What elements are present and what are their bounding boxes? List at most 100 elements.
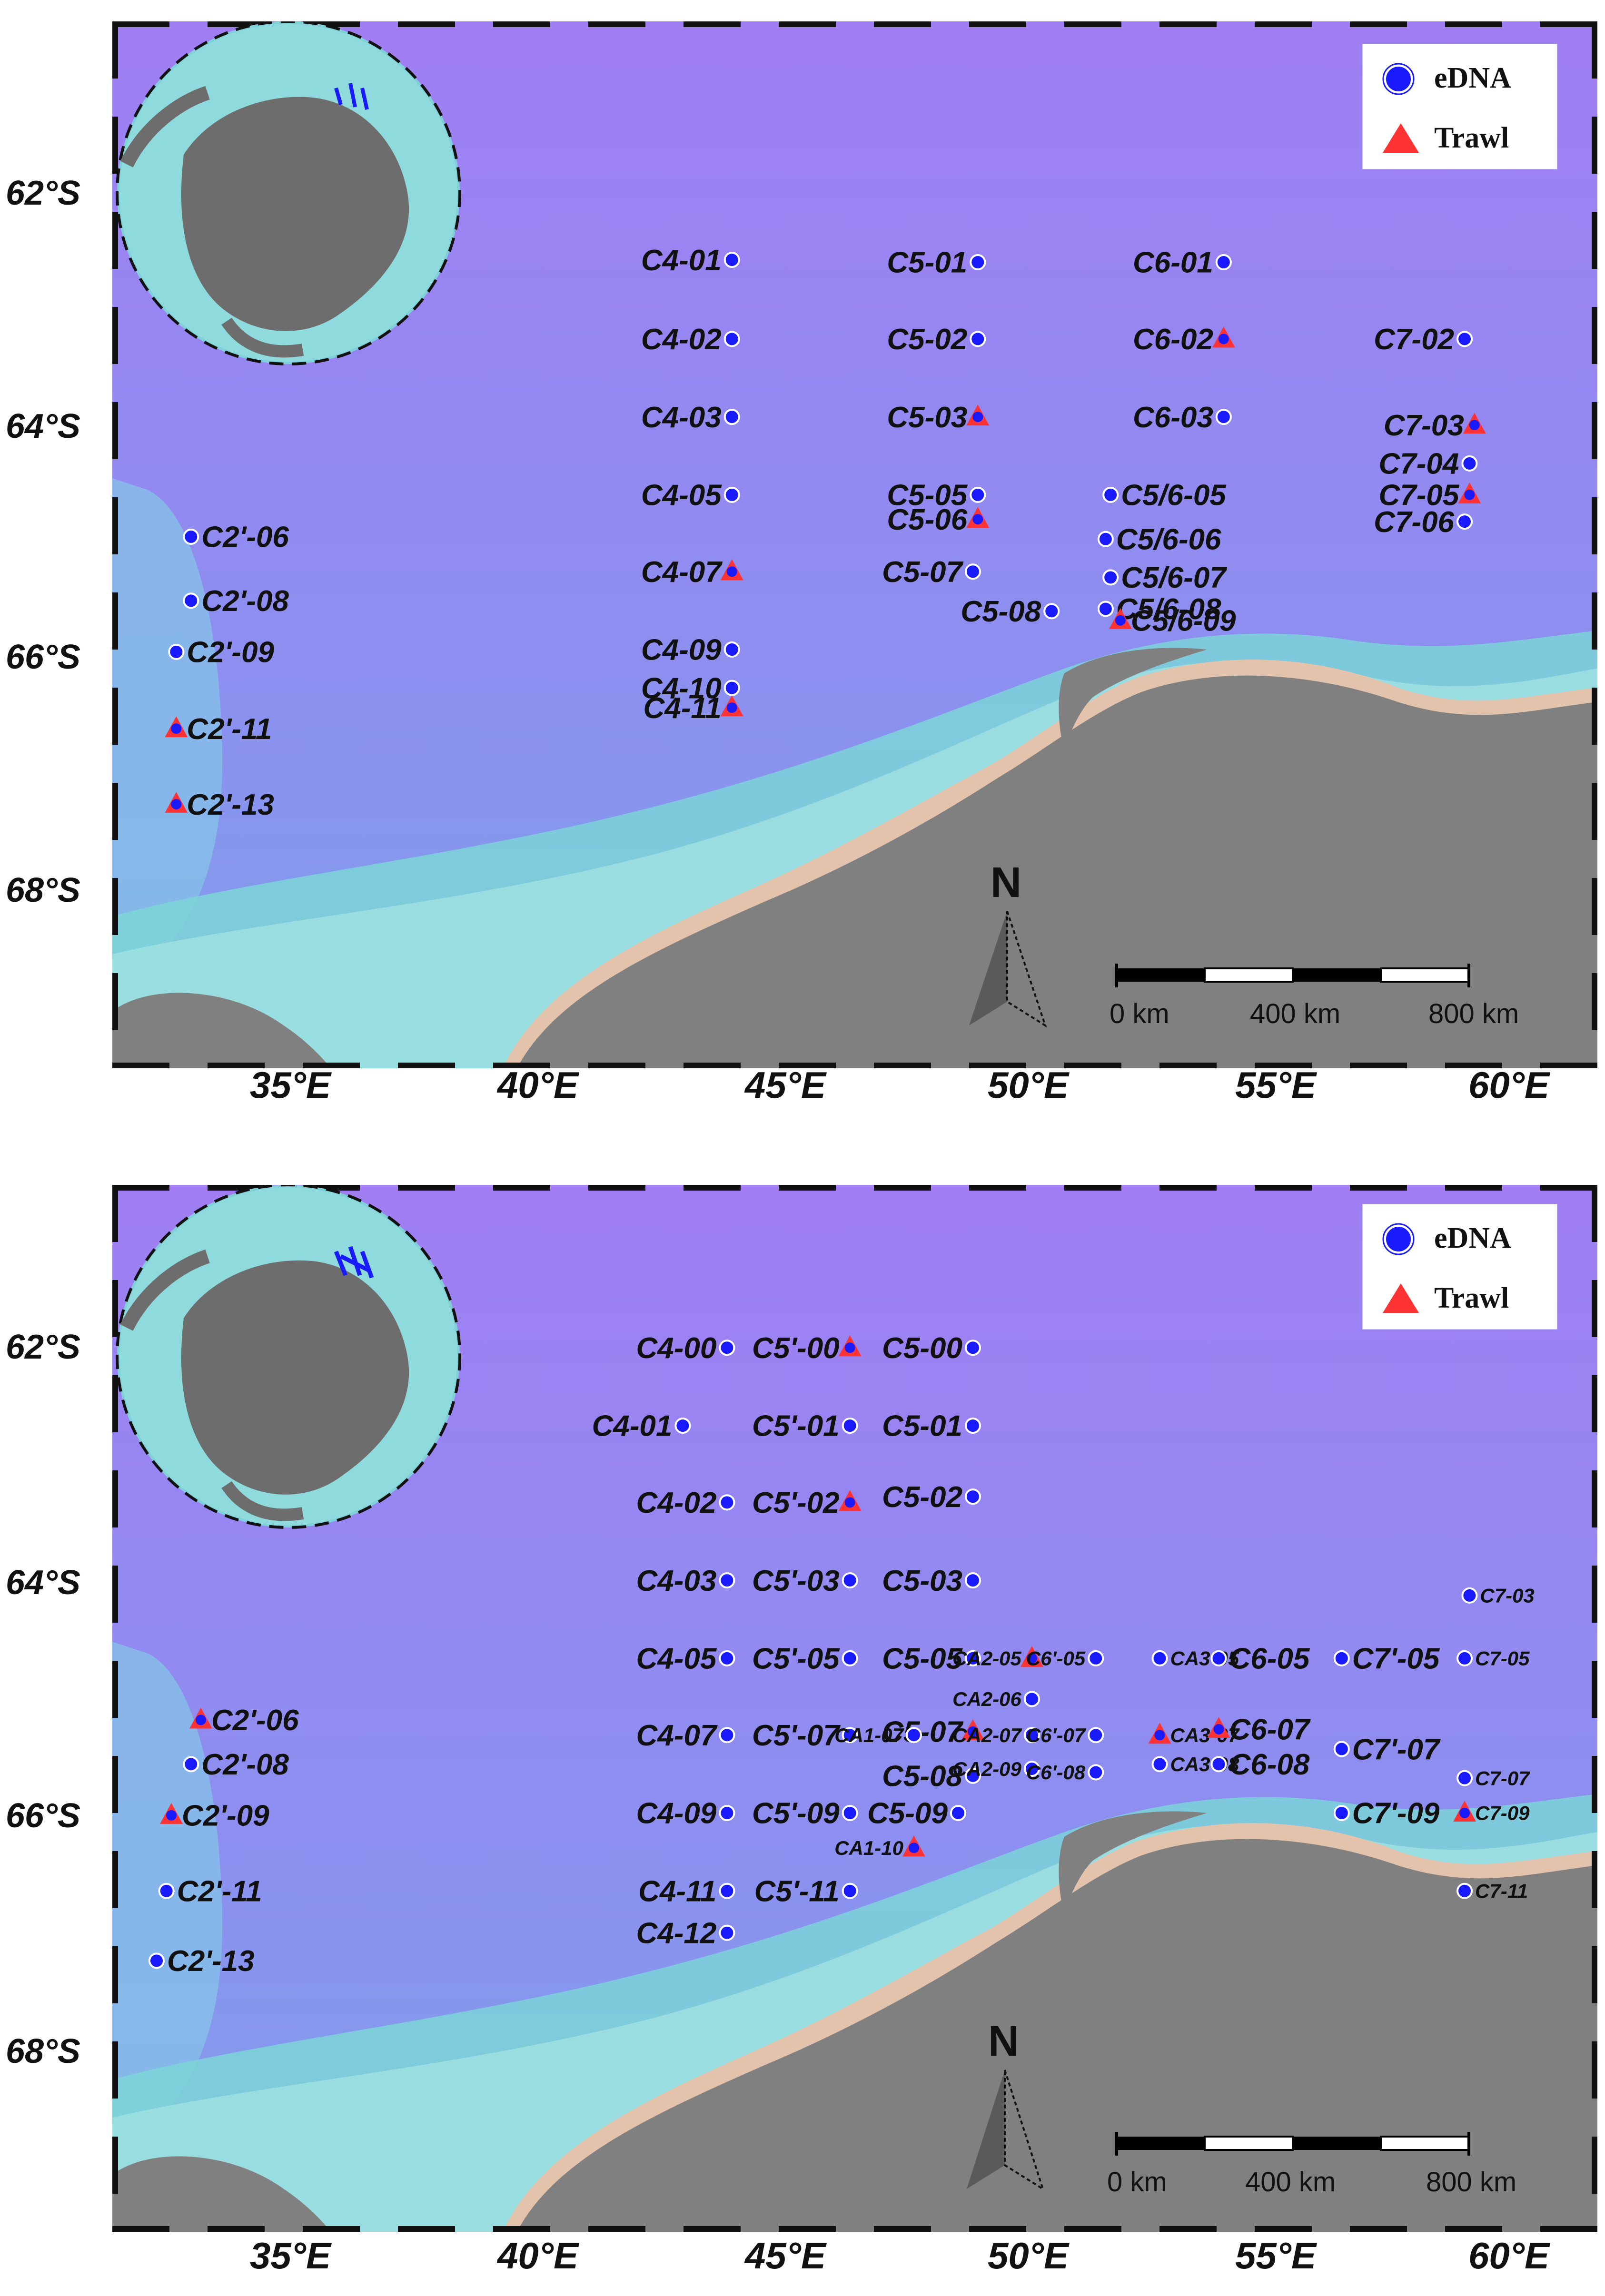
edna-station-marker [719,1924,735,1941]
edna-station-marker [183,1756,199,1773]
station-label: C5/6-08 [1116,593,1221,626]
lat-label: 62°S [6,174,80,212]
edna-station-marker [168,643,185,660]
edna-station-marker [719,1805,735,1821]
station-label: C2'-06 [201,521,289,554]
edna-station-marker [1097,601,1114,617]
lat-label: 62°S [6,1328,80,1366]
scale-bar: 0 km 400 km 800 km [1110,964,1519,1029]
lon-label: 60°E [1468,2235,1549,2276]
station-label: C5/6-06 [1116,523,1221,556]
edna-station-marker [726,702,737,713]
station-label: C5'-03 [752,1565,840,1597]
edna-station-marker [967,1726,978,1737]
station-label: CA1-10 [834,1837,903,1859]
station-label: C7'-09 [1352,1797,1440,1830]
north-arrow: N [969,859,1047,1028]
edna-station-marker [1215,254,1232,270]
edna-station-marker [1456,513,1473,530]
edna-station-marker [905,1727,922,1744]
scale-label: 800 km [1426,2167,1516,2197]
scale-label: 0 km [1110,998,1169,1029]
station-label: C5-01 [887,246,967,279]
edna-station-marker [1023,1691,1040,1707]
edna-station-marker [1469,420,1480,431]
station-label: C7-03 [1480,1585,1534,1607]
edna-station-marker [1333,1805,1350,1821]
edna-station-marker [964,1767,981,1784]
lat-label: 66°S [6,1797,80,1835]
inset-globe [116,21,461,365]
edna-station-marker [726,566,737,577]
station-label: C2'-11 [187,713,272,746]
legend-trawl-label: Trawl [1434,122,1509,154]
station-label: C4-01 [641,244,722,277]
legend: eDNA Trawl [1362,1204,1557,1330]
map-canvas-bottom: 0 km 400 km 800 km N C4-00C4-01C4-02C4-0… [112,1185,1597,2232]
edna-station-marker [842,1727,858,1744]
edna-station-marker [950,1805,966,1821]
station-label: C4-05 [641,479,722,512]
station-label: C2'-11 [177,1875,262,1908]
station-label: C7'-05 [1352,1643,1440,1675]
edna-station-marker [1102,569,1119,586]
edna-station-marker [723,486,740,503]
edna-station-marker [964,1340,981,1356]
station-label: C6-07 [1229,1714,1311,1746]
station-label: C7-05 [1475,1647,1530,1670]
edna-station-marker [842,1805,858,1821]
station-label: C2'-06 [211,1704,299,1737]
station-label: C6'-05 [1026,1647,1086,1670]
legend-edna-label: eDNA [1434,62,1511,94]
stations-layer: C4-01 C4-02 C4-03 C4-05 C4-07 C4-09 C4-10C4-11… [165,244,1486,821]
lat-label: 64°S [6,1564,80,1602]
lon-label: 35°E [250,1064,331,1106]
edna-station-marker [719,1727,735,1744]
stations-layer: C4-00 C4-01 C4-02 C4-03 C4-05 C4-07 C4-09 C4-11… [148,1332,1535,1978]
edna-station-marker [195,1715,206,1725]
trawl-legend-icon [1383,123,1419,153]
edna-station-marker [1043,603,1060,620]
station-label: C5-01 [882,1410,962,1443]
lon-label: 45°E [745,2235,826,2276]
station-label: C5-09 [867,1797,948,1830]
station-label: C5-07 [882,1716,963,1749]
station-label: C7'-07 [1352,1733,1441,1766]
edna-station-marker [970,486,986,503]
land-peninsula [1059,648,1207,749]
legend: eDNA Trawl [1362,44,1557,169]
station-label: C4-10 [641,672,722,705]
station-label: C2'-08 [201,585,289,618]
edna-station-marker [1456,1650,1473,1666]
station-label: C7-05 [1379,479,1460,512]
station-label: C5'-07 [752,1719,841,1752]
edna-station-marker [1023,1761,1040,1777]
edna-station-marker [719,1650,735,1666]
station-label: C5'-11 [754,1875,840,1908]
lon-label: 40°E [497,1064,578,1106]
edna-station-marker [166,1810,177,1821]
north-label: N [991,859,1021,907]
station-label: C6'-08 [1026,1761,1086,1784]
station-label: C5-05 [887,479,968,512]
edna-station-marker [1218,334,1229,345]
edna-station-marker [1088,1727,1104,1744]
station-label: C2'-09 [187,636,274,669]
edna-station-marker [1023,1727,1040,1744]
station-label: C5-00 [882,1332,962,1365]
edna-station-marker [842,1418,858,1434]
edna-station-marker [719,1882,735,1899]
station-label: C7-07 [1475,1767,1530,1789]
scale-label: 800 km [1428,998,1519,1029]
edna-station-marker [972,514,983,525]
lon-label: 35°E [250,2235,331,2276]
edna-station-marker [1210,1756,1227,1773]
edna-station-marker [1210,1650,1227,1666]
station-label: C2'-08 [201,1748,289,1781]
scale-label: 400 km [1250,998,1340,1029]
station-label: C7-11 [1475,1880,1528,1902]
scale-bar: 0 km 400 km 800 km [1107,2132,1516,2197]
station-label: C5/6-07 [1121,562,1227,594]
edna-station-marker [842,1650,858,1666]
scale-label: 0 km [1107,2167,1167,2197]
